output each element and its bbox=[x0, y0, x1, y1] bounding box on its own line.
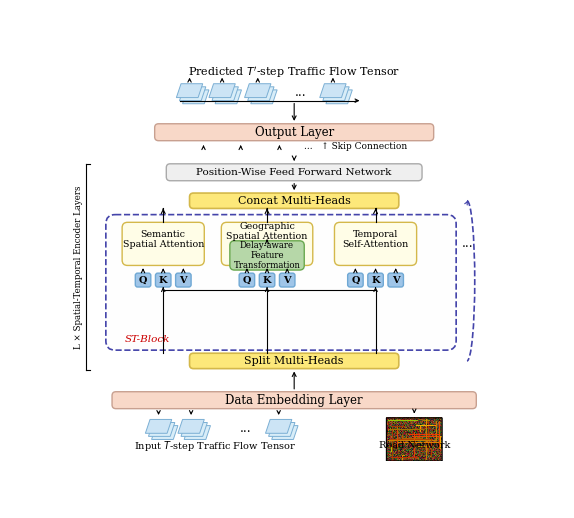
Text: Split Multi-Heads: Split Multi-Heads bbox=[245, 356, 344, 366]
Polygon shape bbox=[245, 84, 271, 97]
Text: V: V bbox=[284, 276, 291, 284]
FancyBboxPatch shape bbox=[189, 193, 399, 208]
Text: Position-Wise Feed Forward Network: Position-Wise Feed Forward Network bbox=[196, 168, 392, 177]
Text: K: K bbox=[371, 276, 380, 284]
Polygon shape bbox=[149, 423, 175, 436]
Text: Geographic
Spatial Attention: Geographic Spatial Attention bbox=[226, 222, 308, 241]
Text: V: V bbox=[392, 276, 400, 284]
Text: Road Network: Road Network bbox=[379, 441, 450, 450]
Polygon shape bbox=[326, 90, 352, 104]
Text: Q: Q bbox=[139, 276, 148, 284]
Polygon shape bbox=[181, 423, 207, 436]
FancyBboxPatch shape bbox=[176, 273, 191, 287]
FancyBboxPatch shape bbox=[122, 222, 204, 265]
Text: L × Spatial-Temporal Encoder Layers: L × Spatial-Temporal Encoder Layers bbox=[74, 185, 83, 349]
Text: Input $T$-step Traffic Flow Tensor: Input $T$-step Traffic Flow Tensor bbox=[134, 439, 296, 453]
Polygon shape bbox=[251, 90, 277, 104]
Polygon shape bbox=[323, 87, 349, 100]
Polygon shape bbox=[266, 420, 292, 433]
FancyBboxPatch shape bbox=[259, 273, 275, 287]
Text: Data Embedding Layer: Data Embedding Layer bbox=[226, 394, 363, 407]
Text: ...: ... bbox=[462, 237, 474, 250]
Text: V: V bbox=[180, 276, 187, 284]
FancyBboxPatch shape bbox=[222, 222, 313, 265]
FancyBboxPatch shape bbox=[368, 273, 383, 287]
FancyBboxPatch shape bbox=[230, 241, 304, 270]
FancyBboxPatch shape bbox=[189, 353, 399, 369]
Polygon shape bbox=[184, 426, 211, 439]
Text: Q: Q bbox=[351, 276, 359, 284]
FancyBboxPatch shape bbox=[135, 273, 151, 287]
FancyBboxPatch shape bbox=[106, 214, 456, 350]
Polygon shape bbox=[180, 87, 206, 100]
Text: Predicted $T'$-step Traffic Flow Tensor: Predicted $T'$-step Traffic Flow Tensor bbox=[188, 65, 400, 80]
Polygon shape bbox=[269, 423, 295, 436]
Text: Concat Multi-Heads: Concat Multi-Heads bbox=[238, 196, 351, 206]
Text: Delay-aware
Feature
Transformation: Delay-aware Feature Transformation bbox=[234, 240, 300, 270]
Polygon shape bbox=[145, 420, 172, 433]
Text: K: K bbox=[159, 276, 168, 284]
Polygon shape bbox=[178, 420, 204, 433]
FancyBboxPatch shape bbox=[280, 273, 295, 287]
FancyBboxPatch shape bbox=[388, 273, 404, 287]
FancyBboxPatch shape bbox=[348, 273, 363, 287]
Polygon shape bbox=[152, 426, 178, 439]
Polygon shape bbox=[176, 84, 203, 97]
Text: K: K bbox=[263, 276, 272, 284]
Polygon shape bbox=[215, 90, 242, 104]
FancyBboxPatch shape bbox=[156, 273, 171, 287]
Polygon shape bbox=[183, 90, 209, 104]
Text: Semantic
Spatial Attention: Semantic Spatial Attention bbox=[122, 229, 204, 249]
Text: ...   ↑ Skip Connection: ... ↑ Skip Connection bbox=[304, 142, 408, 151]
Polygon shape bbox=[272, 426, 298, 439]
FancyBboxPatch shape bbox=[166, 164, 422, 181]
Polygon shape bbox=[212, 87, 238, 100]
Text: Q: Q bbox=[243, 276, 251, 284]
Polygon shape bbox=[209, 84, 235, 97]
FancyBboxPatch shape bbox=[239, 273, 255, 287]
FancyBboxPatch shape bbox=[154, 124, 434, 141]
Polygon shape bbox=[247, 87, 274, 100]
Text: Output Layer: Output Layer bbox=[254, 126, 334, 139]
Text: ...: ... bbox=[241, 422, 252, 435]
FancyBboxPatch shape bbox=[335, 222, 417, 265]
Text: ...: ... bbox=[294, 85, 306, 99]
FancyBboxPatch shape bbox=[112, 392, 476, 409]
Polygon shape bbox=[320, 84, 346, 97]
Text: ST-Block: ST-Block bbox=[125, 335, 170, 344]
Text: Temporal
Self-Attention: Temporal Self-Attention bbox=[343, 229, 409, 249]
